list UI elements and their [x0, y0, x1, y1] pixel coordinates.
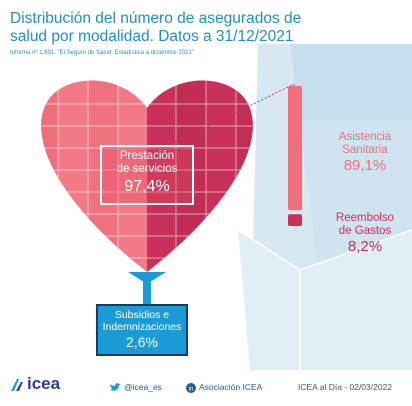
- label-prestacion-line1: Prestación: [119, 150, 175, 162]
- icea-logo-icon: [11, 378, 23, 391]
- label-reembolso-line2: de Gastos: [338, 225, 392, 237]
- label-asistencia: Asistencia Sanitaria 89,1%: [322, 131, 408, 175]
- linkedin-name: Asociación ICEA: [199, 382, 263, 392]
- page-title: Distribución del número de asegurados de…: [10, 10, 302, 45]
- label-reembolso: Reembolso de Gastos 8,2%: [322, 212, 408, 256]
- label-subsidios-line2: Indemnizaciones: [102, 321, 182, 333]
- stacked-bar: [288, 86, 302, 226]
- footer-date: ICEA al Día - 02/03/2022: [298, 382, 393, 392]
- value-prestacion: 97,4%: [124, 178, 170, 195]
- twitter-handle: @icea_es: [124, 382, 162, 392]
- subsidios-segment: [128, 272, 166, 304]
- bar-asistencia: [288, 86, 302, 211]
- label-asistencia-line1: Asistencia: [338, 131, 392, 143]
- label-reembolso-line1: Reembolso: [335, 212, 395, 224]
- linkedin-link[interactable]: in Asociación ICEA: [186, 382, 262, 393]
- label-prestacion-line2: de servicios: [116, 163, 178, 175]
- source-note: Informe nº 1.691: "El Seguro de Salud. E…: [10, 50, 194, 56]
- label-prestacion: Prestación de servicios 97,4%: [100, 145, 194, 205]
- value-subsidios: 2,6%: [126, 334, 158, 350]
- background-shapes: [237, 44, 412, 370]
- bar-reembolso: [288, 214, 302, 226]
- twitter-link[interactable]: @icea_es: [110, 382, 162, 392]
- value-asistencia: 89,1%: [343, 157, 387, 174]
- label-subsidios: Subsidios e Indemnizaciones 2,6%: [96, 304, 188, 356]
- svg-text:in: in: [189, 386, 194, 392]
- icea-logo[interactable]: icea: [10, 374, 60, 394]
- logo-text: icea: [27, 374, 61, 393]
- linkedin-icon: in: [186, 382, 196, 393]
- value-reembolso: 8,2%: [347, 238, 383, 255]
- label-subsidios-line1: Subsidios e: [114, 309, 170, 321]
- label-asistencia-line2: Sanitaria: [342, 144, 388, 156]
- twitter-icon: [110, 383, 121, 392]
